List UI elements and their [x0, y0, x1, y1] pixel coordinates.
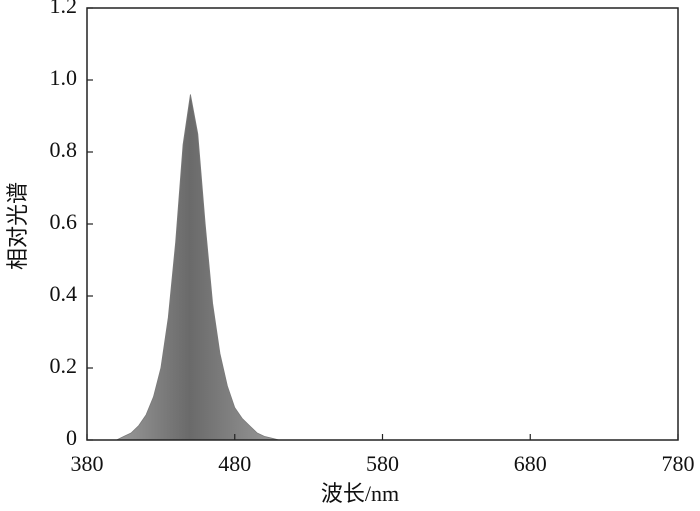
- y-tick-label: 0.4: [50, 281, 78, 306]
- y-axis-label: 相对光谱: [5, 182, 30, 270]
- x-tick-label: 680: [514, 451, 547, 476]
- y-tick-label: 0: [66, 425, 77, 450]
- x-tick-label: 380: [71, 451, 104, 476]
- x-tick-label: 480: [218, 451, 251, 476]
- y-tick-label: 1.0: [50, 65, 78, 90]
- spectrum-area: [116, 94, 280, 441]
- y-tick-label: 0.2: [50, 353, 78, 378]
- x-tick-label: 780: [662, 451, 695, 476]
- y-tick-label: 1.2: [50, 0, 78, 18]
- y-tick-label: 0.8: [50, 137, 78, 162]
- x-tick-label: 580: [366, 451, 399, 476]
- y-tick-label: 0.6: [50, 209, 78, 234]
- x-axis-label: 波长/nm: [321, 481, 399, 506]
- plot-frame: [86, 7, 679, 441]
